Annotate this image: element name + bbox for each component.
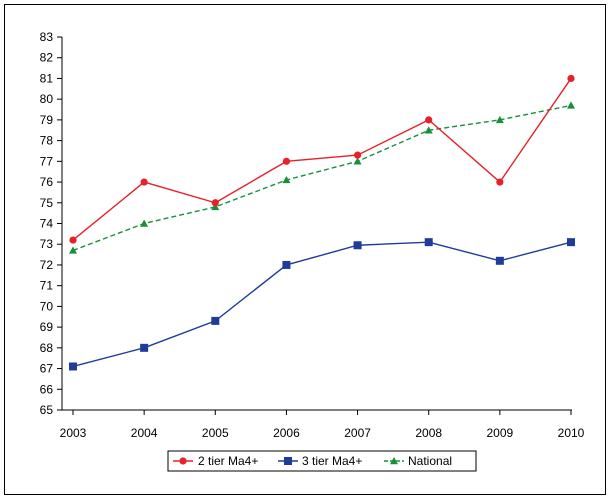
y-tick-label: 65 bbox=[40, 403, 54, 417]
y-tick-label: 75 bbox=[40, 196, 54, 210]
x-tick-label: 2003 bbox=[60, 426, 87, 440]
data-point-2-tier-ma4 bbox=[211, 199, 219, 207]
legend-label: 3 tier Ma4+ bbox=[302, 454, 362, 468]
data-point-2-tier-ma4 bbox=[69, 236, 77, 244]
y-tick-label: 82 bbox=[40, 51, 54, 65]
data-point-national bbox=[495, 115, 504, 124]
legend-marker bbox=[284, 457, 292, 465]
y-tick-label: 70 bbox=[40, 299, 54, 313]
x-tick-label: 2006 bbox=[273, 426, 300, 440]
y-tick-label: 73 bbox=[40, 237, 54, 251]
data-point-2-tier-ma4 bbox=[353, 151, 362, 159]
y-tick-label: 83 bbox=[40, 30, 54, 44]
x-tick-label: 2009 bbox=[487, 426, 514, 440]
data-point-national bbox=[353, 157, 362, 165]
y-tick-label: 66 bbox=[40, 382, 54, 396]
y-tick-label: 72 bbox=[40, 258, 54, 272]
legend-marker bbox=[179, 457, 187, 465]
data-point-2-tier-ma4 bbox=[282, 157, 291, 165]
data-point-3-tier-ma4 bbox=[424, 238, 433, 247]
legend-marker bbox=[390, 457, 398, 465]
y-tick-label: 71 bbox=[40, 279, 54, 293]
y-tick-label: 74 bbox=[40, 217, 54, 231]
data-point-national bbox=[69, 246, 77, 254]
data-point-2-tier-ma4 bbox=[496, 178, 504, 186]
legend-box bbox=[167, 450, 477, 472]
y-tick-label: 77 bbox=[40, 154, 54, 168]
data-point-3-tier-ma4 bbox=[282, 260, 291, 269]
y-tick-label: 67 bbox=[40, 362, 54, 376]
x-tick-label: 2010 bbox=[558, 426, 585, 440]
data-point-2-tier-ma4 bbox=[140, 178, 148, 186]
data-point-national bbox=[424, 126, 433, 134]
y-tick-label: 78 bbox=[40, 134, 54, 148]
data-point-3-tier-ma4 bbox=[211, 316, 220, 325]
y-tick-label: 81 bbox=[40, 71, 54, 85]
y-tick-label: 69 bbox=[40, 320, 54, 334]
x-tick-label: 2004 bbox=[131, 426, 158, 440]
data-point-3-tier-ma4 bbox=[140, 343, 149, 352]
legend-label: 2 tier Ma4+ bbox=[198, 454, 258, 468]
legend-label: National bbox=[408, 454, 452, 468]
data-point-2-tier-ma4 bbox=[425, 116, 433, 124]
x-tick-label: 2008 bbox=[415, 426, 442, 440]
series-line-national bbox=[72, 104, 572, 252]
data-point-national bbox=[567, 101, 575, 109]
data-point-3-tier-ma4 bbox=[353, 241, 362, 250]
x-tick-label: 2007 bbox=[344, 426, 371, 440]
y-tick-label: 80 bbox=[40, 92, 54, 106]
data-point-3-tier-ma4 bbox=[567, 238, 575, 247]
y-tick-label: 76 bbox=[40, 175, 54, 189]
data-point-national bbox=[211, 202, 220, 211]
data-point-national bbox=[140, 219, 149, 227]
x-tick-label: 2005 bbox=[202, 426, 229, 440]
series-line-2-tier-ma4 bbox=[72, 78, 572, 241]
series-line-3-tier-ma4 bbox=[72, 241, 572, 368]
data-point-3-tier-ma4 bbox=[495, 256, 504, 265]
data-point-2-tier-ma4 bbox=[567, 74, 575, 83]
chart-frame bbox=[4, 4, 606, 495]
y-tick-label: 79 bbox=[40, 113, 54, 127]
data-point-3-tier-ma4 bbox=[69, 362, 77, 371]
y-tick-label: 68 bbox=[40, 341, 54, 355]
data-point-national bbox=[282, 175, 291, 184]
